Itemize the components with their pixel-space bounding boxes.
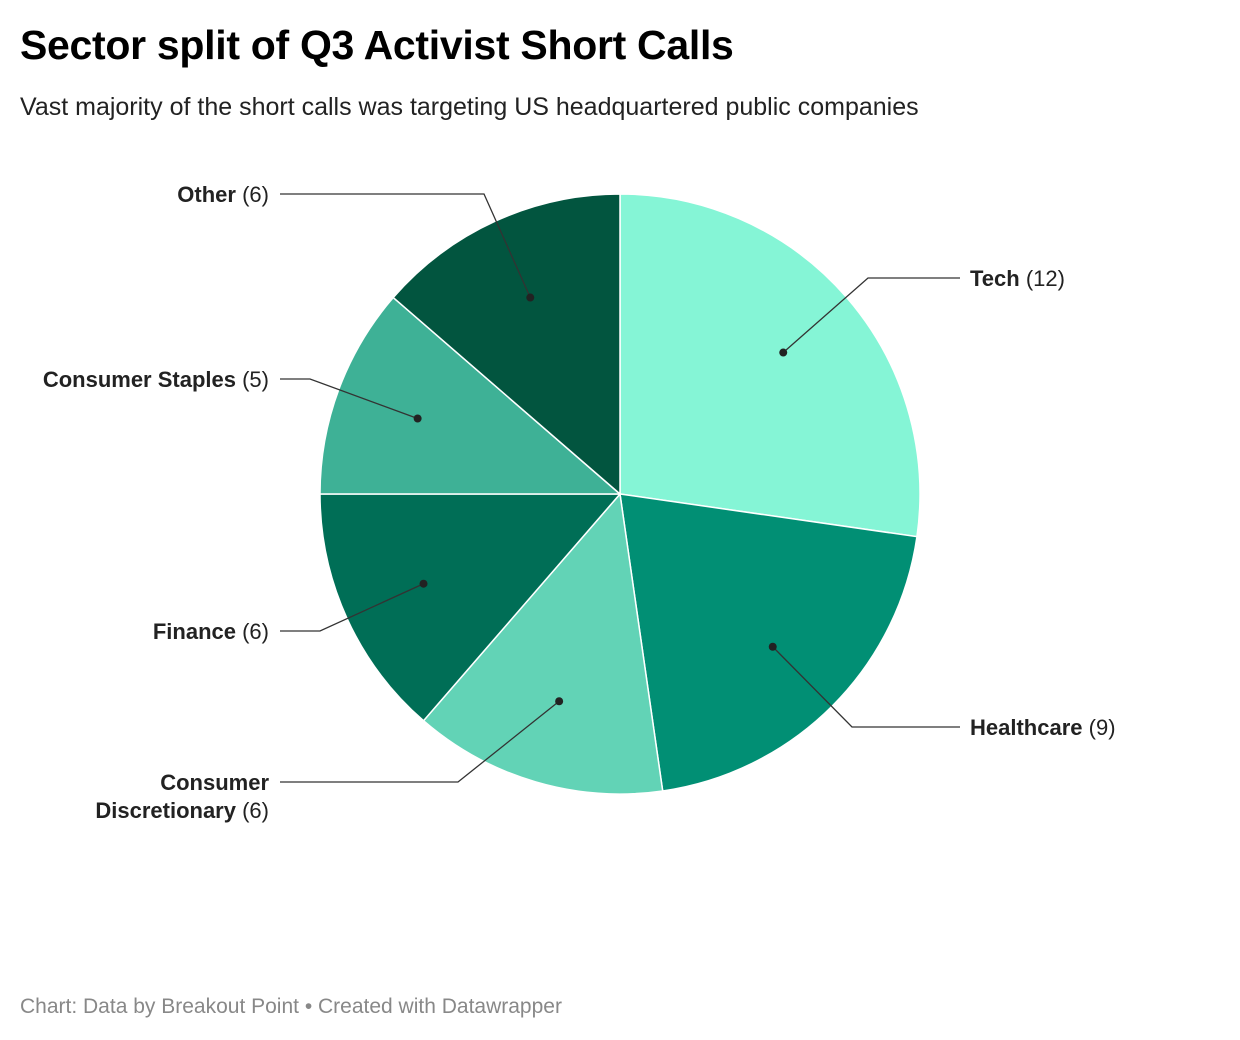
pie-slice-other: [392, 193, 621, 496]
leader-line-other: [280, 193, 531, 298]
slice-label-consumer-discretionary: Consumer: [160, 770, 269, 795]
leader-dot-consumer-discretionary: [555, 697, 564, 706]
pie-slice-healthcare: [619, 493, 918, 792]
leader-dot-finance: [419, 579, 428, 588]
leader-dot-tech: [779, 348, 788, 357]
leader-dot-other: [526, 293, 535, 302]
leader-line-tech: [782, 277, 960, 354]
slice-label-healthcare: Healthcare (9): [970, 715, 1116, 740]
slice-labels: Tech (12) Healthcare (9) Consumer Discre…: [43, 182, 1116, 823]
slice-label-consumer-discretionary-line2: Discretionary (6): [95, 798, 269, 823]
chart-title: Sector split of Q3 Activist Short Calls: [20, 22, 734, 68]
leader-dot-consumer-staples: [413, 414, 422, 423]
label-leader-lines: [280, 193, 960, 783]
leader-line-healthcare: [772, 646, 960, 728]
leader-line-consumer-staples: [280, 378, 418, 420]
pie-slice-consumer-discretionary: [422, 492, 664, 795]
slice-label-consumer-staples: Consumer Staples (5): [43, 367, 269, 392]
pie-slice-tech: [619, 193, 921, 538]
slice-label-finance: Finance (6): [153, 619, 269, 644]
leader-line-consumer-discretionary: [280, 700, 560, 783]
leader-dot-healthcare: [768, 642, 777, 651]
chart-subtitle: Vast majority of the short calls was tar…: [20, 93, 919, 121]
pie-slices: [319, 193, 921, 795]
slice-label-other: Other (6): [177, 182, 269, 207]
chart-footer: Chart: Data by Breakout Point • Created …: [20, 995, 562, 1018]
slice-label-tech: Tech (12): [970, 266, 1065, 291]
leader-line-finance: [280, 583, 424, 632]
